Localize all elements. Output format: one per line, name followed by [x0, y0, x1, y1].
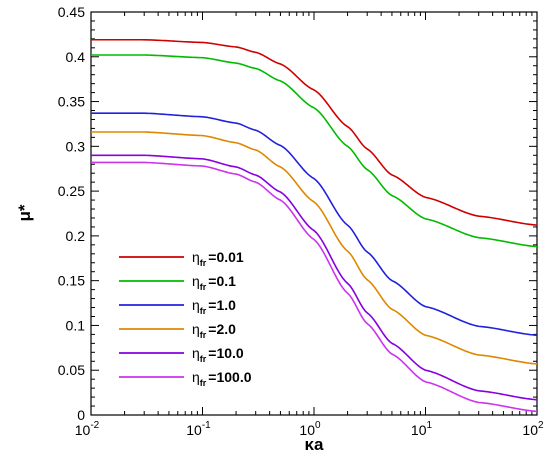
legend-eta-symbol: η	[192, 273, 200, 289]
x-tick-base: 10	[299, 422, 315, 438]
x-tick-base: 10	[186, 422, 202, 438]
y-tick-label: 0.35	[58, 94, 85, 110]
legend-subscript: fr	[200, 282, 207, 292]
x-tick-exponent: 0	[315, 420, 321, 431]
y-tick-label: 0.45	[58, 4, 85, 20]
series-line-0	[91, 38, 538, 226]
y-axis-ticks: 0 0.05 0.1 0.15 0.2 0.25 0.3 0.35 0.4 0.45	[58, 4, 537, 423]
legend-label-1: ηfr =0.1	[192, 273, 236, 292]
y-tick-label: 0.4	[66, 49, 86, 65]
x-tick-label: 102	[522, 420, 544, 438]
legend-eta-symbol: η	[192, 369, 200, 385]
x-tick-label: 101	[411, 420, 433, 438]
legend-value: =100.0	[208, 369, 251, 385]
legend-value: =1.0	[208, 297, 236, 313]
y-tick-label: 0.1	[66, 317, 86, 333]
legend-subscript: fr	[200, 258, 207, 268]
legend-eta-symbol: η	[192, 321, 200, 337]
series-line-1	[91, 54, 538, 248]
x-axis-ticks: 10-2 10-1 100 101 102	[75, 12, 544, 438]
x-tick-label: 10-2	[75, 420, 100, 438]
y-tick-label: 0.05	[58, 362, 85, 378]
x-tick-label: 100	[299, 420, 321, 438]
legend-label-2: ηfr =1.0	[192, 297, 236, 316]
legend-eta-symbol: η	[192, 345, 200, 361]
x-tick-exponent: 2	[538, 420, 544, 431]
x-axis-label: κa	[305, 435, 324, 454]
legend-value: =0.1	[208, 273, 236, 289]
x-tick-exponent: -1	[202, 420, 211, 431]
legend-label-3: ηfr =2.0	[192, 321, 236, 340]
series-lines	[91, 38, 538, 413]
series-line-5	[91, 161, 538, 413]
x-tick-label: 10-1	[186, 420, 211, 438]
legend-value: =2.0	[208, 321, 236, 337]
legend-eta-symbol: η	[192, 249, 200, 265]
y-tick-label: 0.2	[66, 228, 86, 244]
series-line-4	[91, 154, 538, 401]
y-tick-label: 0	[77, 407, 85, 423]
series-line-3	[91, 131, 538, 365]
legend-subscript: fr	[200, 330, 207, 340]
legend-subscript: fr	[200, 378, 207, 388]
legend-eta-symbol: η	[192, 297, 200, 313]
legend-subscript: fr	[200, 354, 207, 364]
legend-label-0: ηfr =0.01	[192, 249, 244, 268]
x-tick-base: 10	[75, 422, 91, 438]
legend-value: =10.0	[208, 345, 244, 361]
y-axis-label: μ*	[15, 204, 34, 221]
legend-subscript: fr	[200, 306, 207, 316]
legend-value: =0.01	[208, 249, 244, 265]
x-tick-exponent: -2	[90, 420, 99, 431]
x-tick-base: 10	[522, 422, 538, 438]
legend-label-5: ηfr =100.0	[192, 369, 252, 388]
x-tick-exponent: 1	[427, 420, 433, 431]
legend-label-4: ηfr =10.0	[192, 345, 244, 364]
y-tick-label: 0.15	[58, 273, 85, 289]
y-tick-label: 0.3	[66, 138, 86, 154]
series-line-2	[91, 112, 538, 337]
x-tick-base: 10	[411, 422, 427, 438]
y-tick-label: 0.25	[58, 183, 85, 199]
